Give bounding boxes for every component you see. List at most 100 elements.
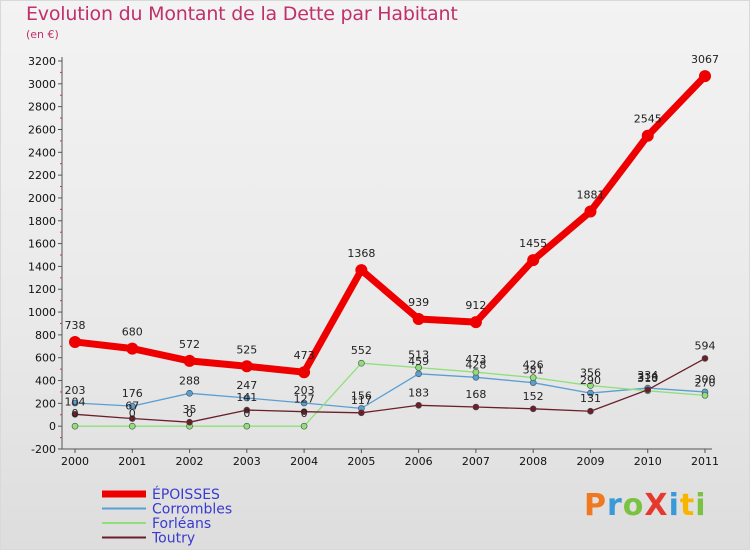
- data-point: [527, 254, 540, 267]
- data-point: [300, 399, 308, 407]
- data-label: 270: [695, 376, 716, 389]
- x-tick-label: 2001: [118, 455, 146, 468]
- x-tick-label: 2009: [576, 455, 604, 468]
- data-label: 156: [351, 389, 372, 402]
- x-tick-label: 2007: [462, 455, 490, 468]
- data-label: 680: [122, 326, 143, 339]
- data-label: 183: [408, 386, 429, 399]
- data-label: 117: [351, 394, 372, 407]
- data-label: 141: [236, 391, 257, 404]
- data-label: 104: [65, 395, 86, 408]
- data-label: 513: [408, 349, 429, 362]
- data-label: 356: [580, 367, 601, 380]
- data-point: [243, 422, 251, 430]
- x-tick-label: 2003: [233, 455, 261, 468]
- series-line-1: [74, 373, 706, 410]
- data-point: [71, 422, 79, 430]
- data-label: 0: [72, 407, 79, 420]
- logo-letter: P: [584, 488, 607, 523]
- x-tick-label: 2010: [634, 455, 662, 468]
- x-tick-label: 2005: [347, 455, 375, 468]
- data-label: 176: [122, 387, 143, 400]
- data-labels: 203 176 288 247 203 156 459 428 381 290 334 300 0 0 0 0…: [65, 53, 720, 420]
- data-point: [128, 422, 136, 430]
- y-tick-label: 3000: [28, 78, 56, 91]
- data-label: 594: [695, 339, 716, 352]
- series-line-2: [75, 362, 706, 427]
- data-point: [186, 418, 193, 426]
- x-tick-label: 2011: [691, 455, 719, 468]
- data-label: 1455: [519, 237, 547, 250]
- data-label: 288: [179, 374, 200, 387]
- data-label: 300: [695, 373, 716, 386]
- data-point: [243, 394, 251, 402]
- data-point: [300, 408, 308, 415]
- data-label: 203: [65, 384, 86, 397]
- data-point: [644, 386, 652, 394]
- data-point: [699, 70, 711, 83]
- data-point: [71, 399, 79, 407]
- y-tick-label: 400: [35, 375, 56, 388]
- data-point: [358, 409, 365, 417]
- logo-letter: t: [679, 488, 696, 523]
- data-point: [186, 390, 193, 397]
- y-tick-label: 1600: [28, 238, 56, 251]
- data-label: 0: [243, 407, 250, 420]
- data-label: 0: [186, 407, 193, 420]
- x-tick-label: 2004: [290, 455, 318, 468]
- data-label: 310: [637, 372, 658, 385]
- y-tick-label: 200: [35, 397, 56, 410]
- y-tick-label: 0: [49, 420, 56, 433]
- data-label: 939: [408, 296, 429, 309]
- data-point: [355, 264, 368, 277]
- data-label: 290: [580, 374, 601, 387]
- data-point: [128, 402, 136, 410]
- series-line-0: [74, 73, 708, 376]
- data-point: [584, 205, 597, 218]
- data-label: 459: [408, 355, 429, 368]
- x-tick-label: 2000: [61, 455, 89, 468]
- data-label: 203: [294, 384, 315, 397]
- data-point: [126, 342, 139, 355]
- logo-letter: o: [622, 488, 645, 523]
- y-tick-label: 2800: [28, 101, 56, 114]
- series-layer: [69, 70, 711, 430]
- data-point: [415, 401, 422, 409]
- data-label: 525: [236, 343, 257, 356]
- data-point: [69, 335, 81, 348]
- proxiti-logo: ProXiti: [584, 488, 707, 523]
- legend-label: Toutry: [151, 531, 195, 547]
- data-point: [128, 415, 136, 422]
- legend-label: Corrombles: [152, 502, 232, 518]
- y-tick-label: 2600: [28, 123, 56, 136]
- data-point: [587, 382, 594, 389]
- y-tick-label: 2200: [28, 169, 56, 182]
- data-point: [412, 313, 425, 326]
- data-label: 473: [294, 349, 315, 362]
- data-label: 428: [465, 358, 486, 371]
- data-label: 0: [129, 407, 136, 420]
- x-tick-label: 2006: [405, 455, 433, 468]
- data-point: [358, 359, 365, 367]
- data-point: [415, 370, 422, 378]
- data-label: 168: [465, 388, 486, 401]
- data-label: 35: [183, 403, 197, 416]
- data-label: 3067: [691, 53, 719, 66]
- y-tick-label: 1400: [28, 260, 56, 273]
- data-point: [298, 366, 311, 379]
- data-point: [240, 360, 253, 373]
- legend-label: ÉPOISSES: [152, 486, 220, 503]
- data-label: 381: [523, 364, 544, 377]
- y-tick-label: -200: [31, 443, 56, 456]
- data-point: [183, 354, 196, 367]
- series-line-3: [74, 357, 706, 423]
- y-tick-label: 1800: [28, 215, 56, 228]
- data-point: [300, 422, 308, 430]
- data-label: 319: [637, 371, 658, 384]
- data-label: 426: [523, 359, 544, 372]
- y-tick-label: 600: [35, 352, 56, 365]
- x-tick-label: 2002: [176, 455, 204, 468]
